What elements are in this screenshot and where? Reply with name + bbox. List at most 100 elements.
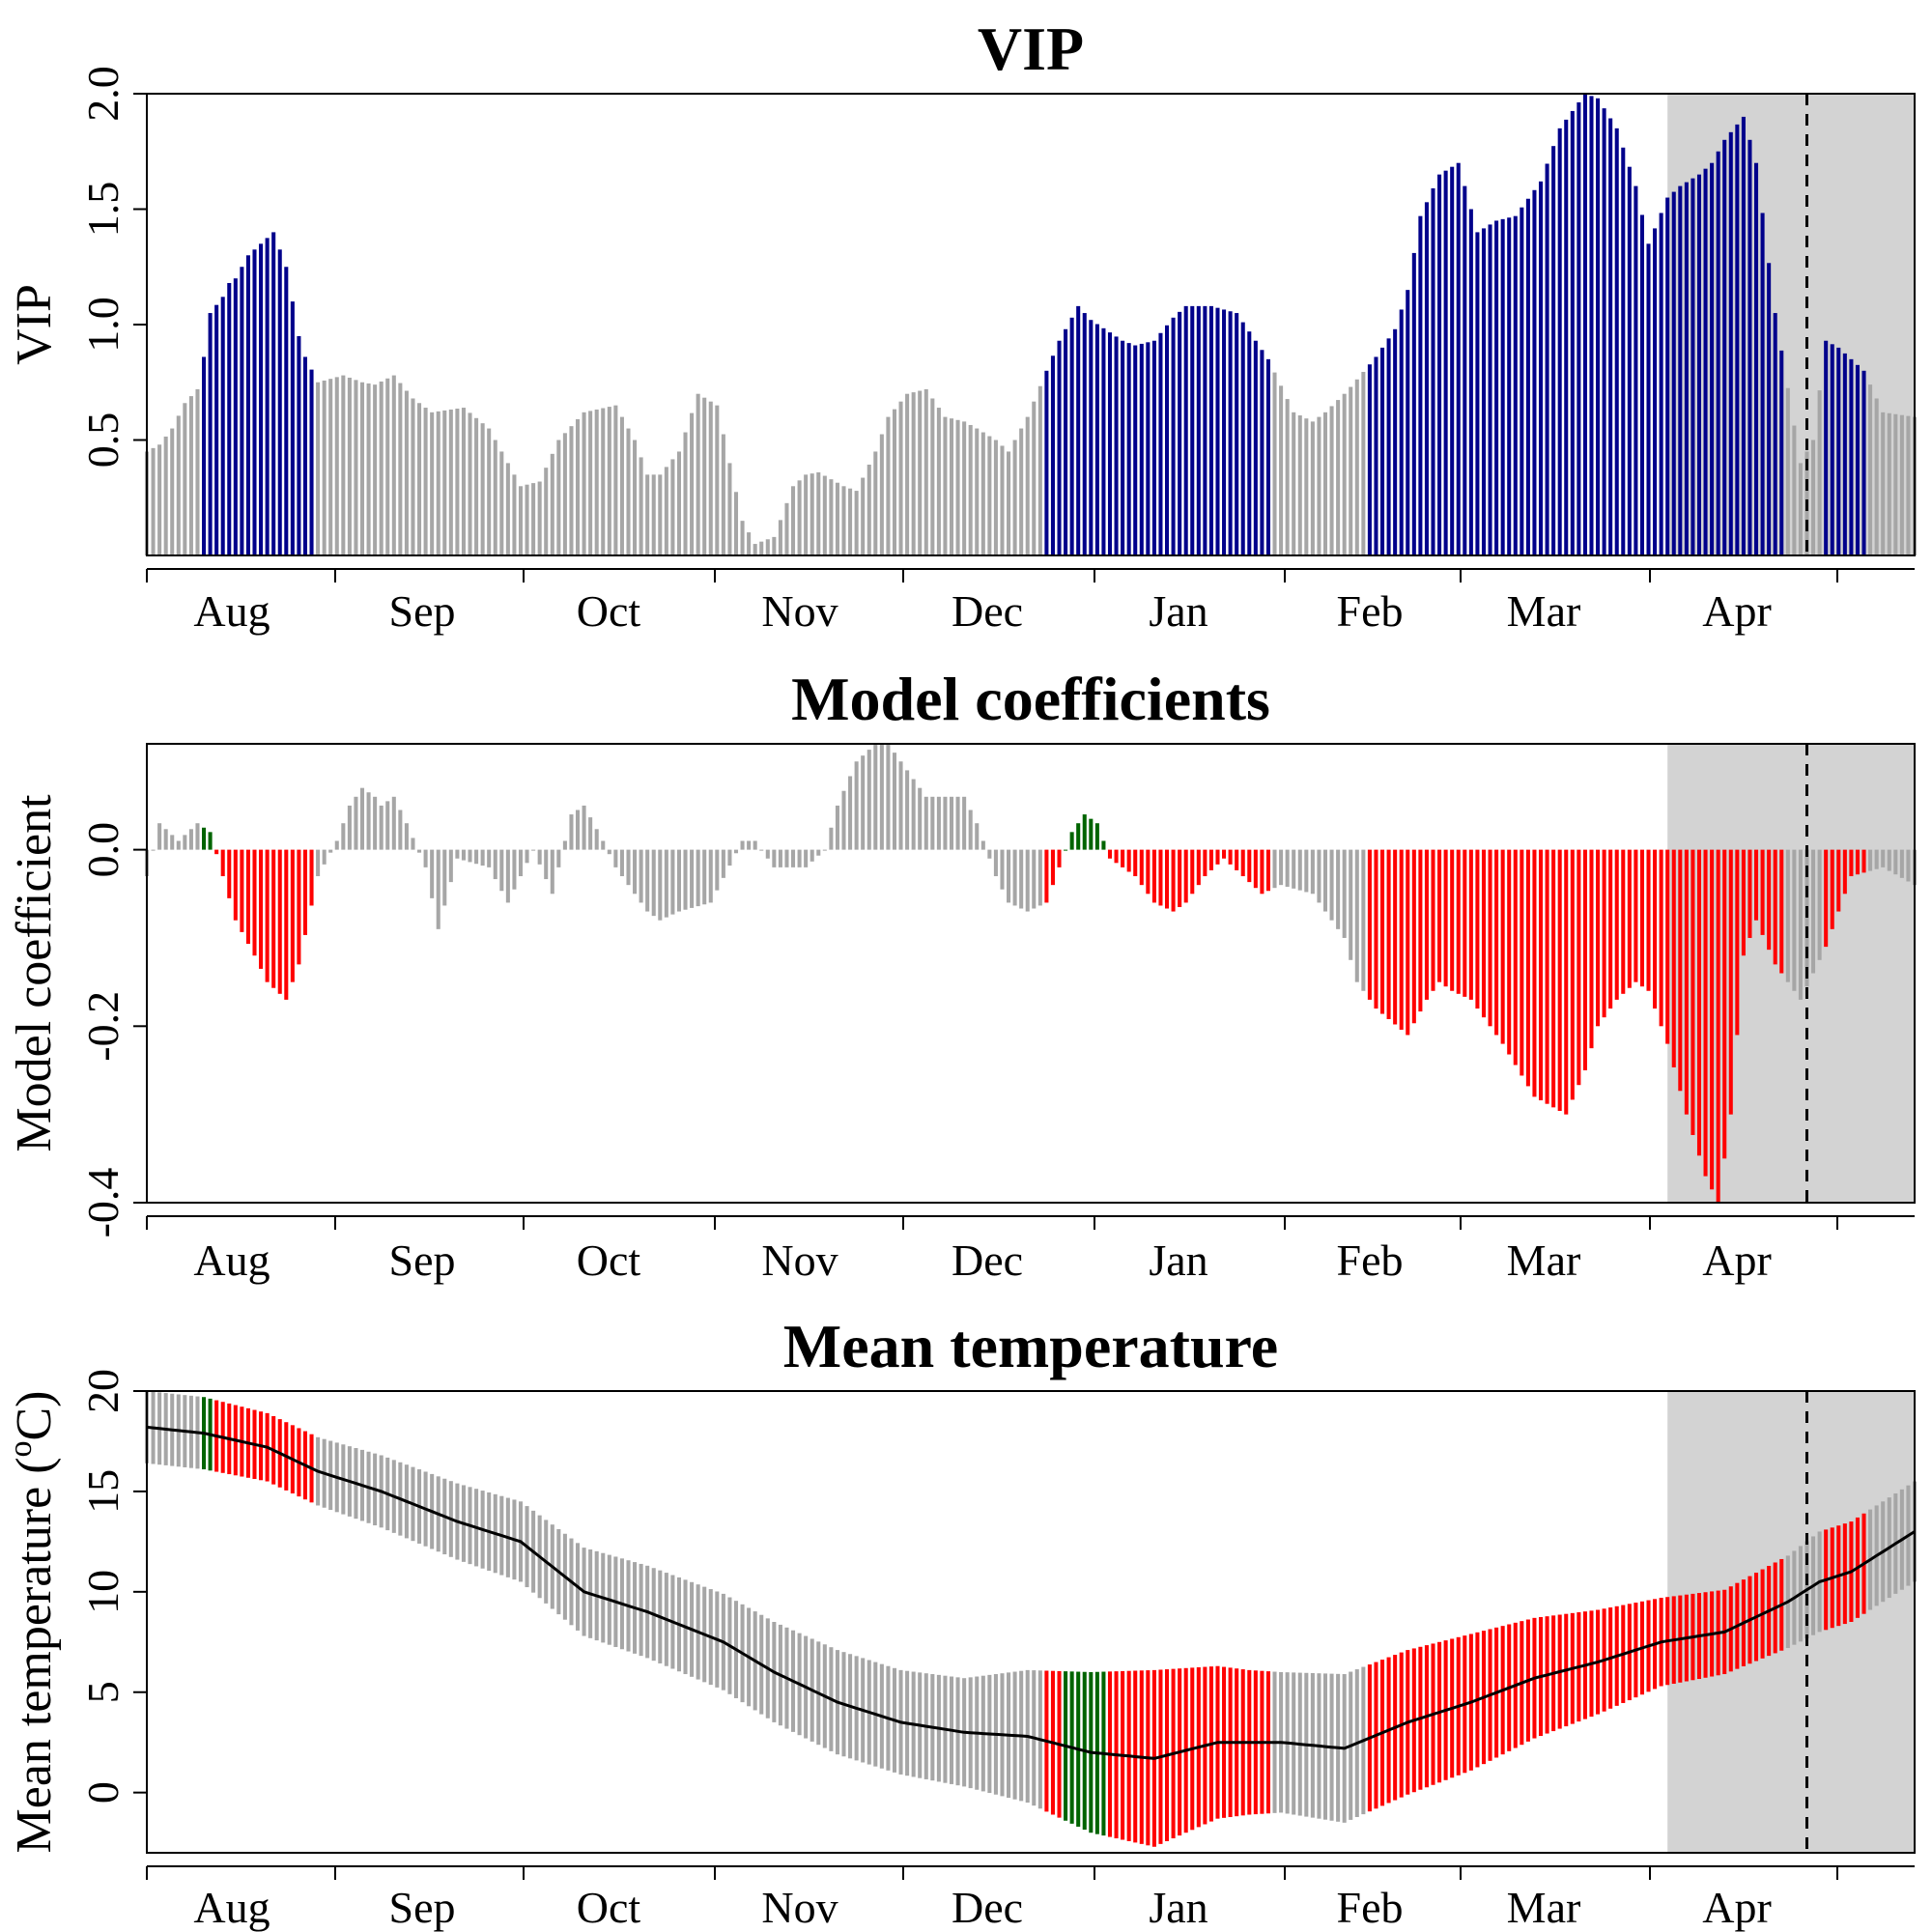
coef-bar — [1690, 849, 1695, 1135]
coef-bar — [1322, 849, 1328, 912]
coef-bar — [1710, 849, 1715, 1190]
x-tick-label: Nov — [761, 586, 838, 636]
vip-bar — [202, 356, 207, 555]
vip-bar — [1887, 412, 1891, 555]
vip-bar — [487, 428, 492, 555]
coef-bar — [1906, 849, 1911, 882]
vip-bar — [1121, 340, 1125, 555]
vip-bar — [1253, 340, 1258, 555]
coef-bar — [259, 849, 264, 969]
coef-bar — [1557, 849, 1562, 1111]
vip-bar — [816, 471, 821, 555]
vip-bar — [772, 536, 777, 555]
coef-bar — [1260, 849, 1264, 895]
panel-coef: Model coefficients Model coefficient -0.4 -… — [7, 665, 1918, 1285]
vip-bar — [1406, 290, 1410, 555]
vip-bar — [1849, 358, 1854, 555]
vip-bar — [993, 440, 998, 555]
vip-bar — [277, 249, 282, 555]
coef-bar — [1456, 849, 1461, 994]
vip-bar — [861, 477, 866, 555]
vip-bar — [639, 457, 643, 555]
coef-bar — [544, 849, 549, 880]
vip-bar — [930, 398, 935, 555]
vip-bar — [1265, 358, 1270, 555]
coef-bar — [1760, 849, 1765, 935]
vip-bar — [499, 451, 504, 555]
vip-bar — [1779, 350, 1784, 555]
coef-bar — [474, 849, 479, 865]
vip-bar — [474, 417, 479, 555]
coef-bar — [1424, 849, 1429, 1000]
vip-bar — [1773, 313, 1777, 555]
vip-bar — [1114, 336, 1119, 555]
coef-bar — [442, 849, 447, 906]
vip-bar — [892, 409, 897, 555]
coef-bar — [1500, 849, 1505, 1044]
vip-bar — [1361, 371, 1366, 555]
coef-bar — [601, 840, 606, 850]
vip-bar — [1304, 418, 1309, 555]
coef-bar — [1240, 849, 1245, 877]
vip-bar — [804, 474, 809, 555]
coef-bar — [1893, 849, 1898, 875]
vip-bar — [962, 421, 967, 555]
vip-bar — [1507, 217, 1512, 555]
vip-bar — [1817, 390, 1822, 555]
coef-bar — [690, 849, 695, 908]
vip-bar — [284, 267, 289, 555]
coef-bar — [1000, 849, 1005, 890]
coef-bar — [923, 796, 928, 850]
vip-bar — [867, 464, 871, 555]
coef-bar — [1064, 849, 1068, 851]
vip-bar — [1608, 118, 1613, 555]
vip-bar — [1037, 385, 1042, 555]
coef-bar — [759, 849, 764, 851]
vip-bar — [670, 459, 675, 555]
x-tick-label: Apr — [1702, 1236, 1772, 1285]
plot-frame — [146, 743, 1916, 1204]
y-tick-label: -0.2 — [78, 991, 128, 1062]
coef-bar — [550, 849, 554, 895]
y-tick-label: 0.5 — [78, 412, 128, 469]
vip-bar — [1881, 412, 1886, 555]
vip-bar — [1057, 340, 1062, 555]
coef-bar — [1716, 849, 1720, 1203]
vip-bar — [1000, 445, 1005, 555]
vip-bar — [1627, 166, 1632, 555]
coef-bar — [1545, 849, 1549, 1104]
x-tick-label: Apr — [1702, 1883, 1772, 1932]
coef-bar — [1044, 849, 1049, 903]
vip-bar — [1190, 305, 1195, 555]
vip-bar — [588, 411, 593, 555]
vip-bar — [975, 428, 980, 555]
panel-vip: VIP VIP 0.5 1.0 1.5 2.0 Aug Sep Oct Nov Dec Jan Feb M… — [7, 14, 1918, 636]
vip-bar — [379, 381, 384, 555]
vip-bar — [873, 451, 878, 555]
coef-bar — [1190, 849, 1195, 895]
coef-bar — [398, 810, 403, 850]
y-tick-label: 1.0 — [78, 297, 128, 353]
coef-bar — [651, 849, 656, 917]
vip-bar — [1292, 412, 1296, 555]
coef-bar — [1121, 849, 1125, 867]
vip-bar — [1868, 384, 1873, 555]
vip-bar — [753, 544, 757, 555]
vip-bar — [1671, 191, 1676, 555]
panel-temp: Mean temperature Mean temperature (oC) 0 5 1… — [3, 1312, 1918, 1932]
vip-bar — [1494, 220, 1499, 555]
coef-bar — [1279, 849, 1284, 886]
vip-bar — [309, 369, 314, 555]
coef-bar — [1671, 849, 1676, 1067]
coef-bar — [1830, 849, 1834, 929]
vip-bar — [1513, 215, 1518, 556]
coef-bar — [892, 753, 897, 850]
vip-bar — [1906, 415, 1911, 555]
vip-bar — [1279, 385, 1284, 555]
vip-bar — [676, 451, 681, 555]
coef-bar — [505, 849, 510, 903]
coef-bar — [639, 849, 643, 903]
coef-bar — [1285, 849, 1290, 887]
vip-bar — [334, 377, 339, 555]
coef-bar — [220, 849, 225, 877]
